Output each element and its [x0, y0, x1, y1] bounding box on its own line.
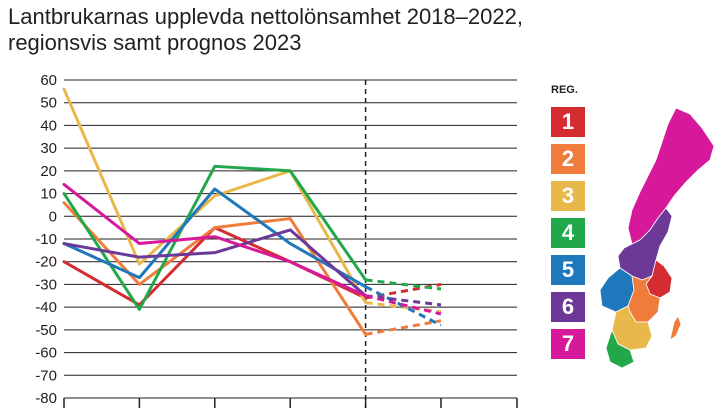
line-chart: 60 50 40 30 20 10 0 -10 -20 -30 -40 -50 -60 -70 -80 [35, 72, 518, 408]
y-tick-label: -20 [35, 254, 57, 271]
y-tick-label: -80 [35, 390, 57, 407]
series-lines [62, 87, 442, 336]
y-tick-label: 50 [40, 95, 57, 112]
y-tick-label: 30 [40, 140, 57, 157]
legend-item-1: 1 [551, 107, 585, 137]
series-line-7 [62, 182, 368, 298]
chart-title-line-2: regionsvis samt prognos 2023 [8, 30, 302, 55]
series-line-3 [62, 87, 368, 305]
forecast-line-4 [365, 278, 442, 291]
map-region-2-gotland [669, 315, 682, 341]
y-tick-label: -10 [35, 231, 57, 248]
chart-title: Lantbrukarnas upplevda nettolönsamhet 20… [8, 4, 708, 56]
legend-item-3: 3 [551, 181, 585, 211]
map-region-6 [617, 207, 673, 281]
y-tick-label: 0 [49, 208, 57, 225]
y-tick-label: -40 [35, 299, 57, 316]
sweden-regions-map-icon [599, 107, 715, 369]
series-line-5 [62, 187, 368, 289]
grid-lines [64, 79, 517, 399]
x-axis [63, 80, 518, 408]
y-tick-label: -30 [35, 276, 57, 293]
y-tick-label: -70 [35, 367, 57, 384]
y-tick-label: 40 [40, 117, 57, 134]
y-tick-label: -60 [35, 345, 57, 362]
series-line-6 [62, 228, 368, 298]
legend-item-5: 5 [551, 255, 585, 285]
legend-item-2: 2 [551, 144, 585, 174]
map-region-7 [627, 107, 715, 245]
legend-item-4: 4 [551, 218, 585, 248]
y-axis-ticks: 60 50 40 30 20 10 0 -10 -20 -30 -40 -50 -60 -70 -80 [35, 72, 57, 407]
forecast-line-7 [365, 294, 442, 316]
legend-title: REG. [551, 84, 578, 96]
chart-title-line-1: Lantbrukarnas upplevda nettolönsamhet 20… [8, 4, 523, 29]
legend-item-6: 6 [551, 292, 585, 322]
map-region-4 [605, 328, 635, 369]
legend: REG. 1 2 3 4 5 6 7 [551, 84, 591, 366]
y-tick-label: 20 [40, 163, 57, 180]
y-tick-label: 60 [40, 72, 57, 89]
y-tick-label: 10 [40, 186, 57, 203]
y-tick-label: -50 [35, 322, 57, 339]
legend-item-7: 7 [551, 329, 585, 359]
forecast-line-2 [365, 319, 442, 336]
series-line-4 [62, 164, 368, 311]
